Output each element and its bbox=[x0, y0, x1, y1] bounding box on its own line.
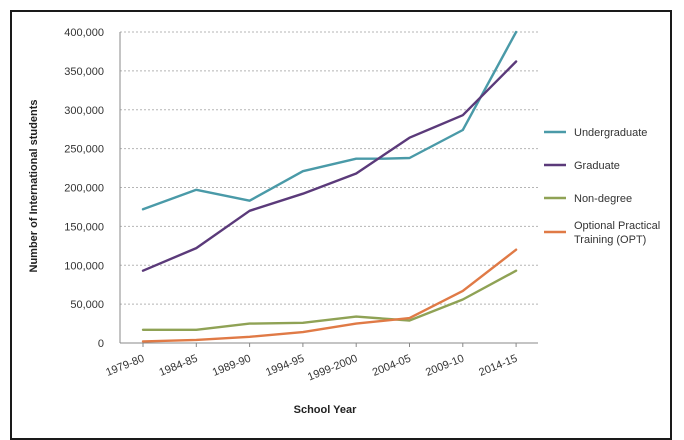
y-tick-label: 350,000 bbox=[64, 66, 104, 78]
y-tick-label: 150,000 bbox=[64, 221, 104, 233]
grid-lines bbox=[119, 31, 538, 344]
x-axis-title: School Year bbox=[294, 404, 357, 416]
x-tick-label: 2009-10 bbox=[424, 353, 466, 379]
x-tick-label: 1989-90 bbox=[211, 353, 253, 379]
x-tick-label: 1984-85 bbox=[157, 353, 199, 379]
y-tick-label: 200,000 bbox=[64, 183, 104, 195]
line-chart: 0 50,000 100,000 150,000 200,000 250,000 300,0… bbox=[28, 27, 660, 416]
y-axis-ticks: 0 50,000 100,000 150,000 200,000 250,000 300,0… bbox=[64, 27, 104, 350]
legend-label: Undergraduate bbox=[574, 127, 647, 139]
y-tick-label: 400,000 bbox=[64, 27, 104, 39]
series-lines bbox=[141, 30, 518, 343]
x-tick-label: 1999-2000 bbox=[306, 353, 359, 384]
y-tick-label: 300,000 bbox=[64, 105, 104, 117]
series-line bbox=[141, 30, 518, 211]
series-line bbox=[141, 269, 518, 331]
legend-label: Graduate bbox=[574, 160, 620, 172]
legend-label: Non-degree bbox=[574, 193, 632, 205]
x-tick-label: 1994-95 bbox=[264, 353, 306, 379]
x-axis-ticks: 1979-80 1984-85 1989-90 1994-95 1999-2000 200… bbox=[104, 343, 519, 383]
x-tick-label: 2014-15 bbox=[477, 353, 519, 379]
legend-label: Optional Practical Training (OPT) bbox=[574, 220, 660, 246]
series-line bbox=[141, 60, 518, 272]
x-tick-label: 2004-05 bbox=[371, 353, 413, 379]
y-tick-label: 0 bbox=[98, 338, 104, 350]
y-tick-label: 50,000 bbox=[70, 299, 104, 311]
y-tick-label: 250,000 bbox=[64, 144, 104, 156]
y-axis-title: Number of International students bbox=[28, 100, 40, 273]
legend: Undergraduate Graduate Non-degree Optional … bbox=[544, 127, 660, 246]
x-tick-label: 1979-80 bbox=[104, 353, 146, 379]
y-tick-label: 100,000 bbox=[64, 260, 104, 272]
series-line bbox=[141, 248, 518, 343]
